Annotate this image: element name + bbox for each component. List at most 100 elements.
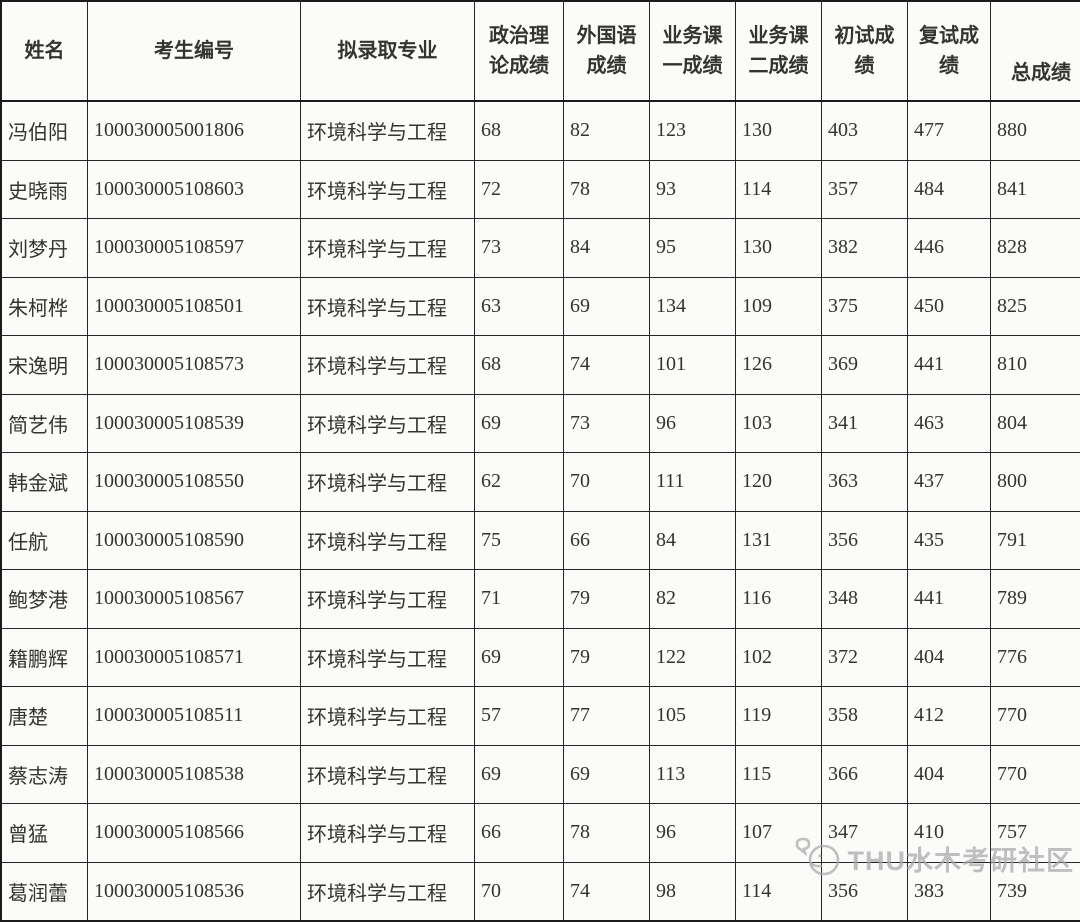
column-header-line: 拟录取专业 xyxy=(301,36,474,66)
table-cell: 119 xyxy=(736,687,822,746)
table-cell: 环境科学与工程 xyxy=(301,804,475,863)
column-header: 复试成绩 xyxy=(908,1,991,101)
column-header-line: 二成绩 xyxy=(736,51,821,81)
table-cell: 84 xyxy=(650,511,736,570)
table-cell: 79 xyxy=(564,628,650,687)
table-cell: 356 xyxy=(822,862,908,921)
table-cell: 107 xyxy=(736,804,822,863)
table-cell: 366 xyxy=(822,745,908,804)
column-header-line: 总成绩 xyxy=(991,58,1080,88)
table-cell: 葛润蕾 xyxy=(1,862,88,921)
table-cell: 410 xyxy=(908,804,991,863)
table-cell: 120 xyxy=(736,453,822,512)
table-cell: 环境科学与工程 xyxy=(301,511,475,570)
table-cell: 113 xyxy=(650,745,736,804)
table-cell: 122 xyxy=(650,628,736,687)
table-cell: 441 xyxy=(908,570,991,629)
table-cell: 789 xyxy=(991,570,1080,629)
table-cell: 环境科学与工程 xyxy=(301,219,475,278)
table-cell: 403 xyxy=(822,101,908,160)
table-cell: 78 xyxy=(564,804,650,863)
column-header: 总成绩 xyxy=(991,1,1080,101)
table-cell: 环境科学与工程 xyxy=(301,687,475,746)
table-cell: 437 xyxy=(908,453,991,512)
column-header: 外国语成绩 xyxy=(564,1,650,101)
table-cell: 105 xyxy=(650,687,736,746)
column-header: 政治理论成绩 xyxy=(475,1,564,101)
table-cell: 史晓雨 xyxy=(1,160,88,219)
table-cell: 357 xyxy=(822,160,908,219)
table-cell: 116 xyxy=(736,570,822,629)
table-cell: 朱柯桦 xyxy=(1,277,88,336)
table-cell: 435 xyxy=(908,511,991,570)
table-cell: 441 xyxy=(908,336,991,395)
table-cell: 100030005108566 xyxy=(88,804,301,863)
table-cell: 484 xyxy=(908,160,991,219)
table-cell: 100030005108550 xyxy=(88,453,301,512)
table-cell: 770 xyxy=(991,687,1080,746)
column-header: 初试成绩 xyxy=(822,1,908,101)
table-cell: 刘梦丹 xyxy=(1,219,88,278)
table-cell: 114 xyxy=(736,160,822,219)
table-cell: 宋逸明 xyxy=(1,336,88,395)
table-cell: 曾猛 xyxy=(1,804,88,863)
table-cell: 375 xyxy=(822,277,908,336)
table-cell: 82 xyxy=(650,570,736,629)
table-cell: 463 xyxy=(908,394,991,453)
column-header: 业务课一成绩 xyxy=(650,1,736,101)
table-cell: 131 xyxy=(736,511,822,570)
table-cell: 任航 xyxy=(1,511,88,570)
table-cell: 96 xyxy=(650,394,736,453)
table-cell: 环境科学与工程 xyxy=(301,570,475,629)
table-cell: 63 xyxy=(475,277,564,336)
table-cell: 69 xyxy=(475,628,564,687)
table-cell: 环境科学与工程 xyxy=(301,160,475,219)
table-cell: 347 xyxy=(822,804,908,863)
table-cell: 800 xyxy=(991,453,1080,512)
table-cell: 100030005001806 xyxy=(88,101,301,160)
table-cell: 69 xyxy=(564,745,650,804)
table-cell: 82 xyxy=(564,101,650,160)
table-cell: 71 xyxy=(475,570,564,629)
table-cell: 404 xyxy=(908,745,991,804)
table-cell: 100030005108536 xyxy=(88,862,301,921)
table-cell: 74 xyxy=(564,862,650,921)
table-cell: 84 xyxy=(564,219,650,278)
table-cell: 810 xyxy=(991,336,1080,395)
table-cell: 114 xyxy=(736,862,822,921)
table-cell: 880 xyxy=(991,101,1080,160)
column-header-line: 绩 xyxy=(822,51,907,81)
table-cell: 环境科学与工程 xyxy=(301,745,475,804)
table-cell: 100030005108539 xyxy=(88,394,301,453)
table-cell: 101 xyxy=(650,336,736,395)
table-cell: 96 xyxy=(650,804,736,863)
table-cell: 78 xyxy=(564,160,650,219)
table-cell: 韩金斌 xyxy=(1,453,88,512)
table-cell: 环境科学与工程 xyxy=(301,336,475,395)
table-cell: 66 xyxy=(564,511,650,570)
table-cell: 770 xyxy=(991,745,1080,804)
table-cell: 环境科学与工程 xyxy=(301,453,475,512)
table-cell: 382 xyxy=(822,219,908,278)
column-header: 考生编号 xyxy=(88,1,301,101)
table-cell: 776 xyxy=(991,628,1080,687)
table-cell: 126 xyxy=(736,336,822,395)
table-cell: 134 xyxy=(650,277,736,336)
table-cell: 111 xyxy=(650,453,736,512)
column-header: 姓名 xyxy=(1,1,88,101)
header-row: 姓名考生编号拟录取专业政治理论成绩外国语成绩业务课一成绩业务课二成绩初试成绩复试… xyxy=(1,1,1080,101)
table-cell: 412 xyxy=(908,687,991,746)
table-cell: 450 xyxy=(908,277,991,336)
table-cell: 100030005108603 xyxy=(88,160,301,219)
table-cell: 93 xyxy=(650,160,736,219)
table-cell: 蔡志涛 xyxy=(1,745,88,804)
